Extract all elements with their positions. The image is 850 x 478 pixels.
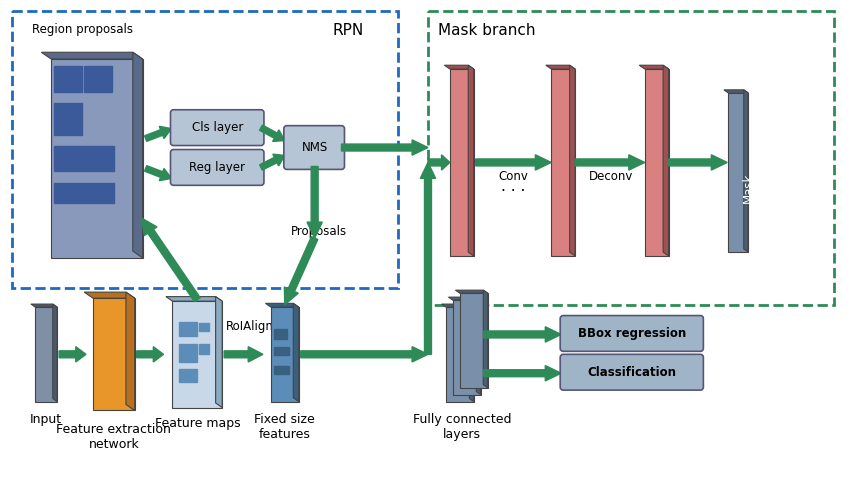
Polygon shape: [84, 292, 134, 298]
Polygon shape: [441, 304, 473, 307]
FancyArrow shape: [224, 347, 263, 362]
Polygon shape: [663, 65, 669, 256]
Bar: [54, 145, 114, 172]
FancyArrow shape: [144, 166, 172, 181]
FancyBboxPatch shape: [560, 315, 703, 351]
Polygon shape: [446, 307, 473, 402]
Polygon shape: [469, 304, 473, 402]
Text: Fully connected
layers: Fully connected layers: [412, 413, 511, 442]
Text: Feature maps: Feature maps: [155, 417, 241, 431]
Polygon shape: [644, 69, 669, 256]
FancyArrow shape: [142, 218, 201, 302]
FancyArrow shape: [259, 154, 285, 170]
Bar: [179, 322, 197, 337]
Polygon shape: [453, 300, 480, 395]
FancyArrow shape: [259, 125, 285, 141]
Polygon shape: [36, 307, 57, 402]
Text: · · ·: · · ·: [502, 185, 525, 199]
Polygon shape: [450, 69, 473, 256]
FancyArrow shape: [484, 327, 561, 342]
FancyBboxPatch shape: [171, 110, 264, 145]
FancyArrow shape: [575, 155, 644, 170]
Polygon shape: [728, 93, 748, 252]
Text: Proposals: Proposals: [291, 225, 347, 238]
Bar: [179, 369, 197, 382]
FancyArrow shape: [307, 166, 322, 238]
Bar: [274, 366, 289, 374]
Polygon shape: [456, 290, 488, 293]
FancyArrow shape: [669, 155, 728, 170]
Text: Reg layer: Reg layer: [190, 161, 245, 174]
Text: Mask: Mask: [741, 173, 755, 203]
Polygon shape: [460, 293, 488, 388]
FancyBboxPatch shape: [560, 354, 703, 390]
Polygon shape: [724, 90, 748, 93]
FancyBboxPatch shape: [171, 150, 264, 185]
Text: RoIAlign: RoIAlign: [226, 319, 274, 333]
FancyArrow shape: [428, 155, 450, 170]
Polygon shape: [744, 90, 748, 252]
Polygon shape: [476, 297, 480, 395]
Text: Deconv: Deconv: [589, 170, 633, 184]
FancyBboxPatch shape: [284, 126, 344, 169]
Bar: [54, 66, 82, 92]
Text: Mask branch: Mask branch: [438, 23, 536, 38]
FancyArrow shape: [484, 366, 561, 381]
Polygon shape: [42, 52, 143, 59]
Polygon shape: [265, 304, 298, 307]
FancyArrow shape: [285, 237, 318, 304]
Text: Fixed size
features: Fixed size features: [254, 413, 315, 442]
Text: BBox regression: BBox regression: [578, 327, 686, 340]
Polygon shape: [293, 304, 298, 402]
Bar: [274, 348, 289, 355]
Polygon shape: [639, 65, 669, 69]
Polygon shape: [31, 304, 57, 307]
Bar: [179, 344, 197, 362]
Polygon shape: [468, 65, 473, 256]
Text: Conv: Conv: [499, 170, 529, 184]
Bar: [199, 323, 209, 331]
Bar: [84, 66, 112, 92]
Bar: [274, 329, 286, 339]
Polygon shape: [546, 65, 575, 69]
Text: Input: Input: [30, 413, 62, 426]
Polygon shape: [570, 65, 575, 256]
Polygon shape: [484, 290, 488, 388]
FancyArrow shape: [301, 347, 428, 362]
Polygon shape: [271, 307, 298, 402]
Polygon shape: [449, 297, 480, 300]
Bar: [54, 103, 82, 135]
Text: NMS: NMS: [302, 141, 328, 154]
Bar: [54, 184, 114, 203]
FancyArrow shape: [342, 140, 428, 155]
Polygon shape: [173, 301, 222, 408]
FancyArrow shape: [137, 347, 163, 362]
FancyArrow shape: [476, 155, 552, 170]
FancyArrow shape: [421, 163, 436, 354]
Polygon shape: [552, 69, 575, 256]
Polygon shape: [216, 297, 222, 408]
Text: Classification: Classification: [587, 366, 677, 379]
Text: Feature extraction
network: Feature extraction network: [56, 424, 171, 451]
Text: Cls layer: Cls layer: [191, 121, 243, 134]
Bar: [199, 344, 209, 354]
Polygon shape: [93, 298, 134, 411]
Polygon shape: [126, 292, 134, 411]
Polygon shape: [445, 65, 473, 69]
Text: Region proposals: Region proposals: [32, 23, 133, 36]
FancyArrow shape: [60, 347, 86, 362]
Polygon shape: [53, 304, 57, 402]
Polygon shape: [166, 297, 222, 301]
Text: RPN: RPN: [333, 23, 364, 38]
Polygon shape: [51, 59, 143, 258]
Polygon shape: [133, 52, 143, 258]
FancyArrow shape: [144, 126, 172, 141]
